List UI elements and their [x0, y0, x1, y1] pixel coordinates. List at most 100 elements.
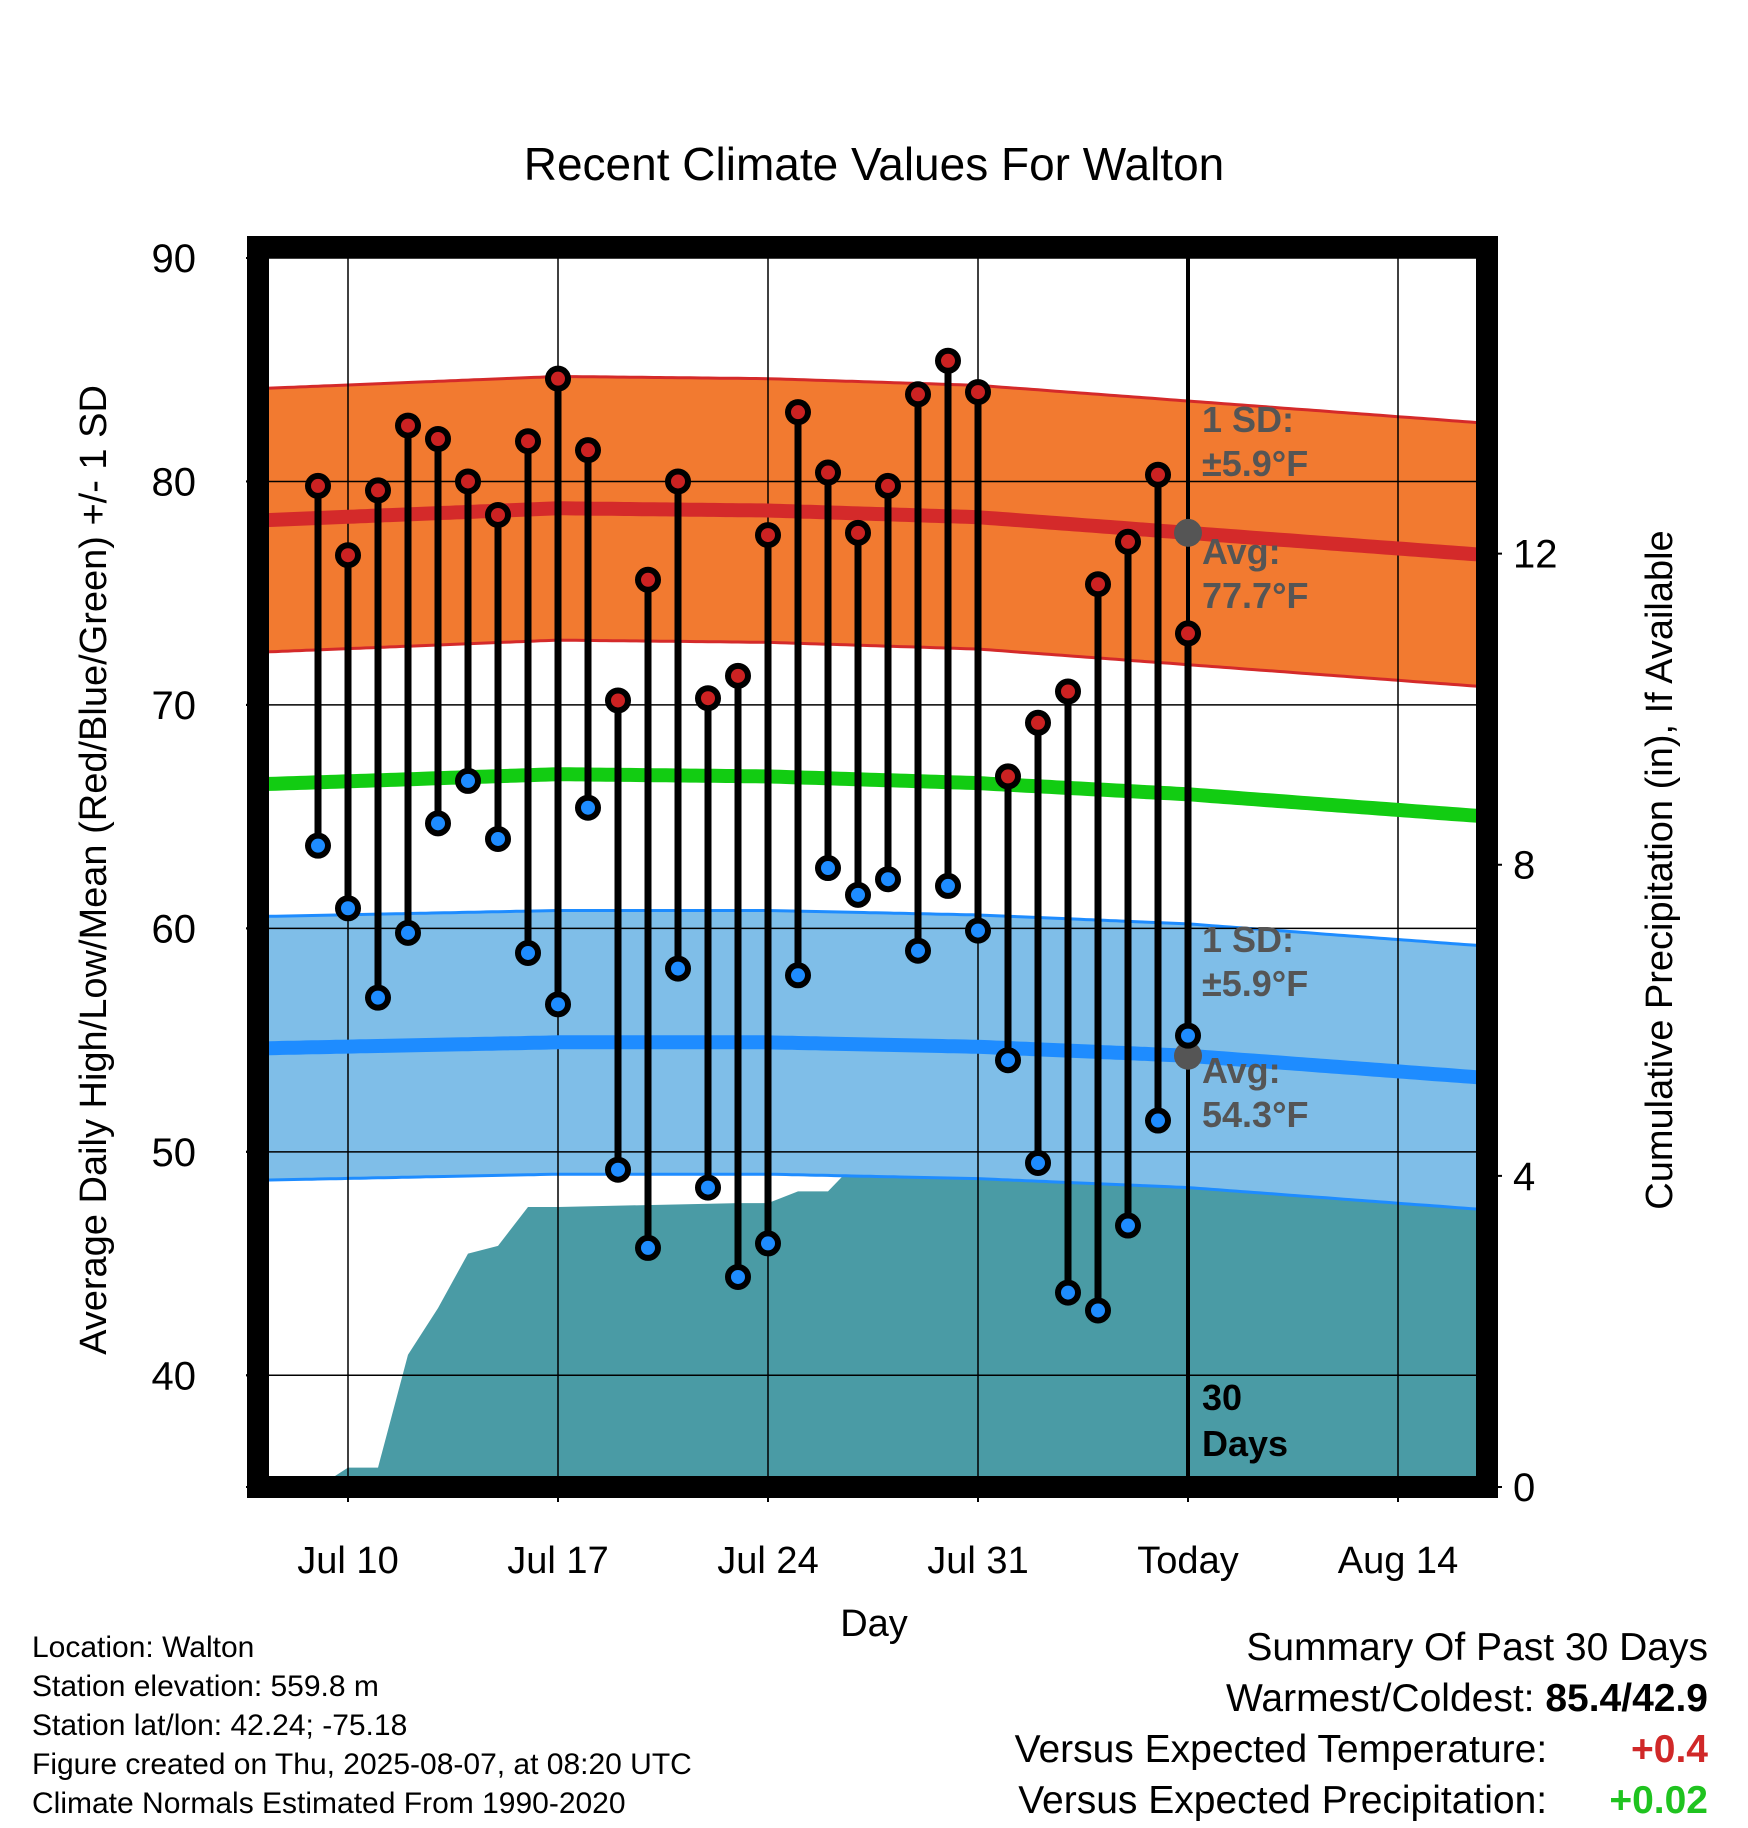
daily-high-point: [335, 542, 361, 569]
high-sd-upper-line: [257, 374, 1488, 425]
daily-high-point: [515, 428, 541, 455]
daily-low-point: [1025, 1149, 1051, 1176]
precip-value: +0.02: [1609, 1779, 1708, 1822]
created-text: Figure created on Thu, 2025-08-07, at 08…: [32, 1748, 692, 1781]
daily-obs: [425, 425, 451, 837]
y-axis-label: Average Daily High/Low/Mean (Red/Blue/Gr…: [73, 385, 115, 1355]
period-unit: Days: [1202, 1423, 1288, 1464]
x-tick-label: Today: [1137, 1540, 1238, 1582]
daily-high-point: [545, 365, 571, 392]
daily-low-point: [425, 810, 451, 837]
daily-low-point: [845, 881, 871, 908]
plot-frame: [247, 236, 1498, 1498]
daily-low-point: [545, 991, 571, 1018]
daily-high-point: [935, 347, 961, 374]
daily-obs: [725, 662, 751, 1290]
daily-obs: [815, 459, 841, 882]
daily-high-point: [395, 412, 421, 439]
daily-obs: [575, 437, 601, 821]
x-axis-label: Day: [840, 1603, 908, 1645]
high-avg-value: 77.7°F: [1202, 575, 1308, 616]
daily-obs: [305, 472, 331, 859]
daily-obs: [785, 399, 811, 989]
daily-obs: [395, 412, 421, 946]
daily-high-point: [1145, 461, 1171, 488]
daily-low-point: [725, 1263, 751, 1290]
daily-obs: [875, 472, 901, 893]
temp-label: Versus Expected Temperature:: [1014, 1728, 1548, 1771]
daily-high-point: [755, 522, 781, 549]
summary-title: Summary Of Past 30 Days: [1246, 1626, 1708, 1669]
warm-cold-value: 85.4/42.9: [1545, 1677, 1708, 1720]
precip-area: [318, 1098, 1487, 1487]
low-sd-lower-line: [257, 1172, 1488, 1212]
daily-low-point: [1145, 1107, 1171, 1134]
daily-high-point: [635, 566, 661, 593]
daily-obs: [635, 566, 661, 1261]
y-tick-label: 70: [152, 684, 197, 728]
daily-low-point: [395, 919, 421, 946]
daily-low-point: [665, 955, 691, 982]
daily-obs: [515, 428, 541, 966]
elevation-text: Station elevation: 559.8 m: [32, 1670, 379, 1703]
daily-high-point: [455, 468, 481, 495]
daily-high-point: [425, 425, 451, 452]
daily-obs: [755, 522, 781, 1257]
low-sd-band: [258, 910, 1487, 1210]
daily-low-point: [455, 767, 481, 794]
high-avg-label: Avg:: [1202, 531, 1281, 572]
daily-high-point: [365, 477, 391, 504]
y2-tick-label: 12: [1513, 533, 1558, 577]
normal-low-line: [257, 1035, 1488, 1085]
daily-high-point: [1115, 528, 1141, 555]
daily-obs: [545, 365, 571, 1018]
summary-precip-row: Versus Expected Precipitation: +0.02: [1015, 1775, 1708, 1826]
daily-low-point: [1175, 1022, 1201, 1049]
warm-cold-label: Warmest/Coldest:: [1226, 1677, 1535, 1720]
low-sd-upper-line: [257, 909, 1488, 948]
y-tick-label: 60: [152, 907, 197, 951]
daily-obs: [455, 468, 481, 794]
daily-low-point: [515, 939, 541, 966]
daily-high-point: [905, 381, 931, 408]
today-low-marker: [1174, 1041, 1202, 1070]
daily-obs: [365, 477, 391, 1011]
temp-value: +0.4: [1631, 1728, 1708, 1771]
low-avg-value: 54.3°F: [1202, 1094, 1308, 1135]
daily-high-point: [815, 459, 841, 486]
daily-low-point: [305, 832, 331, 859]
daily-high-point: [785, 399, 811, 426]
daily-obs: [845, 519, 871, 908]
daily-high-point: [575, 437, 601, 464]
daily-low-point: [605, 1156, 631, 1183]
daily-low-point: [365, 984, 391, 1011]
daily-low-point: [335, 895, 361, 922]
high-sd-value: ±5.9°F: [1202, 443, 1308, 484]
high-sd-label: 1 SD:: [1202, 399, 1294, 440]
normals-text: Climate Normals Estimated From 1990-2020: [32, 1787, 626, 1820]
y2-tick-label: 0: [1513, 1466, 1535, 1510]
daily-low-point: [905, 937, 931, 964]
daily-low-point: [875, 866, 901, 893]
low-sd-value: ±5.9°F: [1202, 963, 1308, 1004]
daily-obs: [605, 687, 631, 1183]
daily-obs: [1145, 461, 1171, 1134]
daily-high-point: [725, 662, 751, 689]
daily-obs: [905, 381, 931, 964]
low-sd-label: 1 SD:: [1202, 919, 1294, 960]
daily-low-point: [755, 1230, 781, 1257]
daily-high-point: [965, 379, 991, 406]
daily-high-point: [1085, 571, 1111, 598]
x-tick-label: Jul 17: [507, 1540, 608, 1582]
y-tick-label: 40: [152, 1354, 197, 1398]
summary-warm-cold-row: Warmest/Coldest: 85.4/42.9: [1015, 1673, 1708, 1724]
x-tick-label: Jul 31: [927, 1540, 1028, 1582]
y-tick-label: 50: [152, 1131, 197, 1175]
daily-obs: [335, 542, 361, 922]
daily-low-point: [1085, 1297, 1111, 1324]
daily-high-point: [695, 685, 721, 712]
daily-low-point: [965, 917, 991, 944]
daily-obs: [695, 685, 721, 1201]
daily-high-point: [1055, 678, 1081, 705]
